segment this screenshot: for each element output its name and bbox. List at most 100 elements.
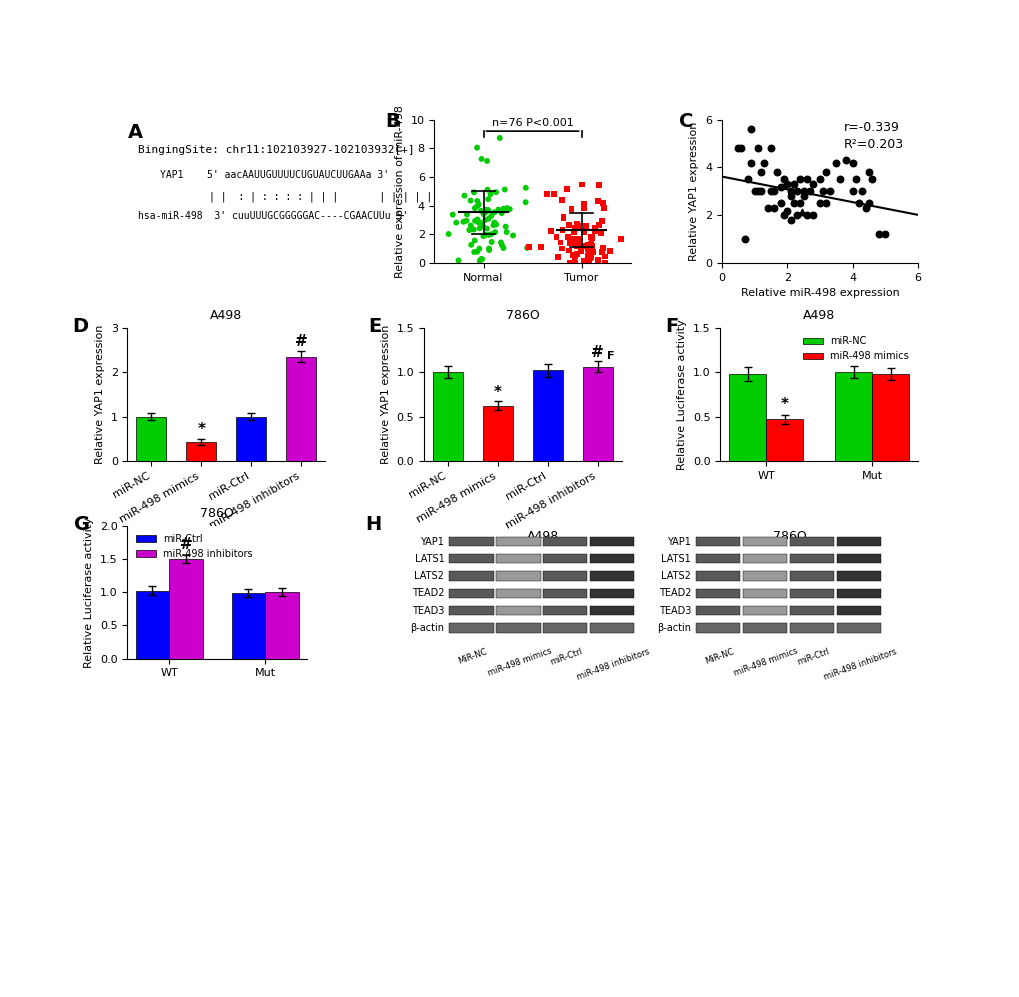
Point: [804, 207, 820, 223]
Point: [814, 183, 830, 199]
Point: [560, 242, 577, 258]
Bar: [448, 589, 493, 598]
Point: [469, 197, 485, 213]
Point: [517, 194, 533, 210]
Y-axis label: Relative Luciferase activity: Relative Luciferase activity: [677, 319, 687, 470]
Text: | |  : | : : : : | | |       | | | | | |: | | : | : : : : | | | | | | | | |: [209, 191, 444, 201]
Bar: [789, 589, 834, 598]
Point: [782, 212, 798, 228]
Text: F: F: [606, 351, 613, 361]
Text: #: #: [591, 345, 603, 360]
Point: [860, 195, 876, 211]
Y-axis label: Relative Luciferase activity: Relative Luciferase activity: [85, 516, 95, 668]
Bar: [789, 536, 834, 546]
Point: [782, 188, 798, 204]
Point: [474, 251, 490, 267]
Point: [483, 234, 499, 250]
Point: [504, 227, 521, 243]
Point: [495, 240, 512, 256]
Text: A: A: [127, 123, 143, 142]
Point: [798, 171, 814, 187]
Point: [768, 165, 785, 180]
Point: [554, 209, 571, 225]
Point: [494, 200, 511, 216]
Point: [594, 240, 610, 256]
Point: [477, 201, 493, 217]
Point: [817, 165, 834, 180]
Point: [461, 222, 477, 238]
Point: [584, 237, 600, 253]
Point: [480, 202, 496, 218]
Point: [539, 185, 555, 201]
Point: [759, 200, 775, 216]
Point: [596, 255, 612, 271]
Text: D: D: [72, 317, 89, 336]
Text: hsa-miR-498  3' cuuUUUGCGGGGGAC----CGAACUUu 5': hsa-miR-498 3' cuuUUUGCGGGGGAC----CGAACU…: [139, 211, 409, 221]
Text: miR-498 inhibitors: miR-498 inhibitors: [575, 647, 650, 682]
Point: [472, 215, 488, 231]
Text: F: F: [664, 317, 678, 336]
Bar: [542, 606, 587, 615]
Point: [792, 171, 808, 187]
Bar: [495, 606, 540, 615]
Point: [583, 249, 599, 265]
Point: [586, 220, 602, 236]
Bar: [482, 406, 513, 461]
Point: [463, 237, 479, 253]
Text: miR-498 mimics: miR-498 mimics: [733, 647, 799, 678]
Point: [477, 227, 493, 243]
Point: [459, 206, 475, 222]
Point: [574, 238, 590, 254]
Point: [572, 240, 588, 256]
Text: β-actin: β-actin: [410, 623, 444, 633]
Bar: [871, 374, 908, 461]
Point: [592, 225, 608, 241]
Bar: [582, 367, 612, 461]
Bar: [137, 417, 166, 461]
Point: [775, 171, 792, 187]
Bar: [789, 623, 834, 633]
Point: [462, 192, 478, 208]
Point: [549, 249, 566, 265]
Point: [447, 214, 464, 230]
Point: [493, 205, 510, 221]
Point: [485, 217, 501, 233]
Point: [496, 181, 513, 197]
Text: miR-Ctrl: miR-Ctrl: [548, 647, 584, 667]
Point: [857, 200, 873, 216]
Point: [572, 243, 588, 259]
Bar: [542, 554, 587, 563]
Point: [467, 200, 483, 216]
Point: [854, 183, 870, 199]
Point: [454, 213, 471, 229]
Point: [517, 179, 533, 195]
Point: [498, 200, 515, 216]
Bar: [835, 372, 871, 461]
Bar: [742, 571, 787, 581]
Bar: [286, 357, 316, 461]
Point: [837, 153, 853, 168]
Point: [466, 221, 482, 237]
Bar: [432, 372, 463, 461]
Point: [762, 141, 779, 157]
Point: [469, 193, 485, 209]
Point: [847, 171, 863, 187]
Bar: [448, 623, 493, 633]
Point: [570, 217, 586, 233]
Point: [466, 184, 482, 200]
Point: [565, 247, 581, 263]
Bar: [542, 571, 587, 581]
Point: [577, 217, 593, 233]
Point: [564, 230, 580, 246]
Point: [470, 214, 486, 230]
Point: [580, 253, 596, 269]
Bar: [532, 370, 562, 461]
Point: [788, 207, 804, 223]
Point: [749, 141, 765, 157]
Bar: [836, 554, 880, 563]
Point: [574, 176, 590, 192]
Text: G: G: [73, 514, 90, 533]
Point: [479, 181, 495, 197]
Y-axis label: Relative YAP1 expression: Relative YAP1 expression: [381, 325, 390, 464]
Point: [595, 200, 611, 216]
